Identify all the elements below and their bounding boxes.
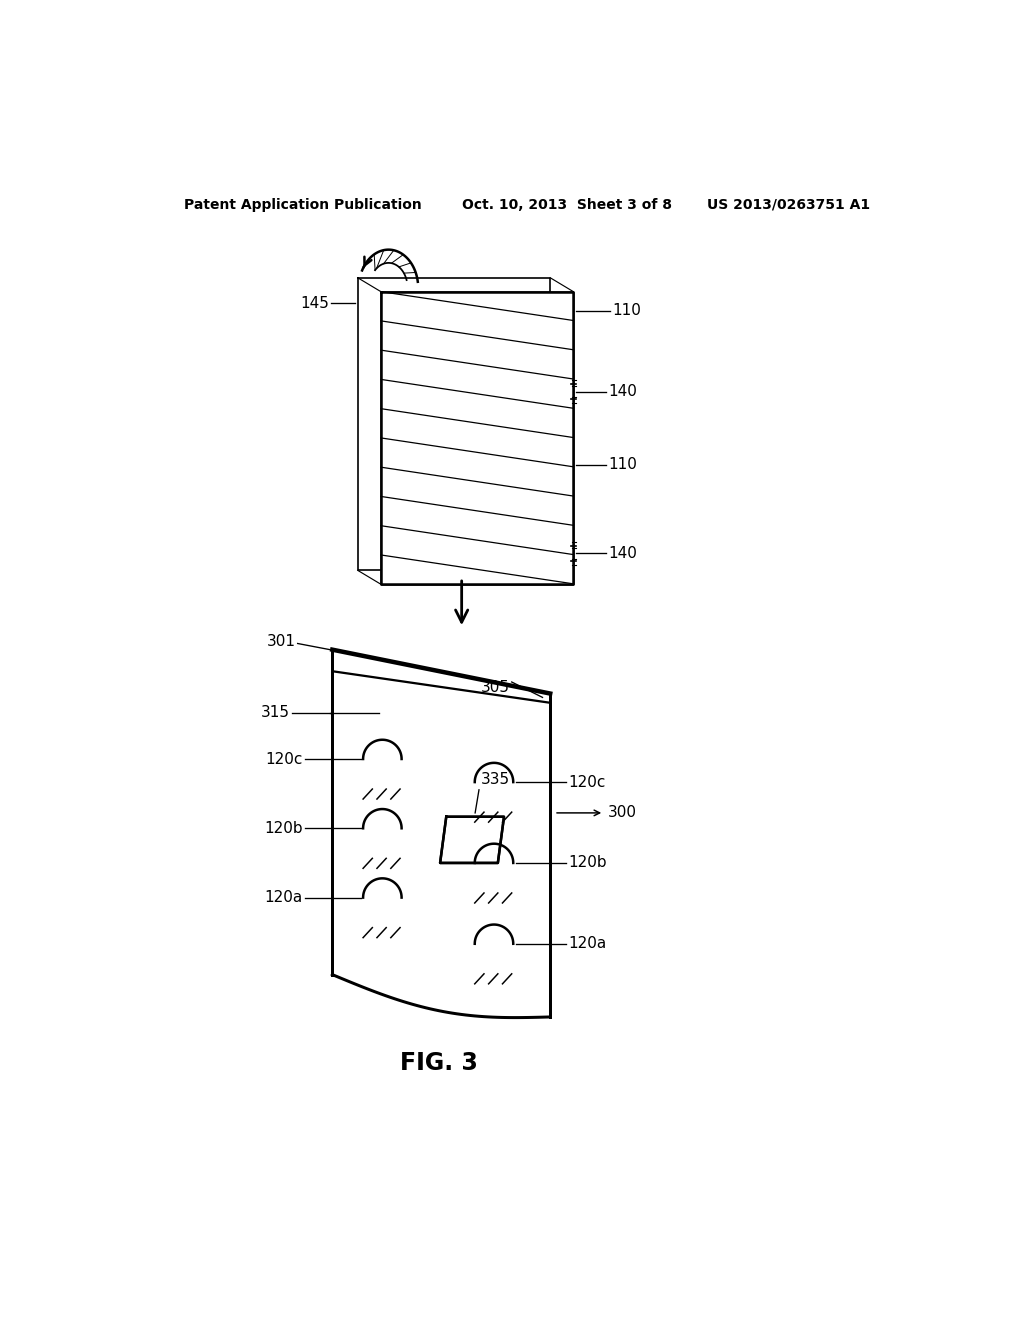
Text: 120b: 120b bbox=[264, 821, 303, 836]
Text: 120c: 120c bbox=[265, 751, 303, 767]
Text: 140: 140 bbox=[608, 384, 638, 399]
Polygon shape bbox=[381, 292, 573, 585]
Text: 301: 301 bbox=[266, 635, 295, 649]
Text: 315: 315 bbox=[261, 705, 290, 721]
Text: 335: 335 bbox=[481, 772, 510, 788]
Text: 120a: 120a bbox=[265, 890, 303, 906]
Text: Oct. 10, 2013  Sheet 3 of 8: Oct. 10, 2013 Sheet 3 of 8 bbox=[462, 198, 672, 211]
Text: 300: 300 bbox=[608, 805, 637, 821]
Text: 120c: 120c bbox=[568, 775, 605, 789]
Text: 145: 145 bbox=[300, 296, 330, 310]
Text: 305: 305 bbox=[481, 680, 510, 694]
Text: US 2013/0263751 A1: US 2013/0263751 A1 bbox=[707, 198, 869, 211]
Polygon shape bbox=[440, 817, 504, 863]
Text: 140: 140 bbox=[608, 546, 638, 561]
Text: 110: 110 bbox=[612, 304, 641, 318]
Text: Patent Application Publication: Patent Application Publication bbox=[184, 198, 422, 211]
Text: 120b: 120b bbox=[568, 855, 606, 870]
Text: 120a: 120a bbox=[568, 936, 606, 952]
Text: 110: 110 bbox=[608, 457, 638, 473]
Text: FIG. 3: FIG. 3 bbox=[399, 1051, 477, 1076]
